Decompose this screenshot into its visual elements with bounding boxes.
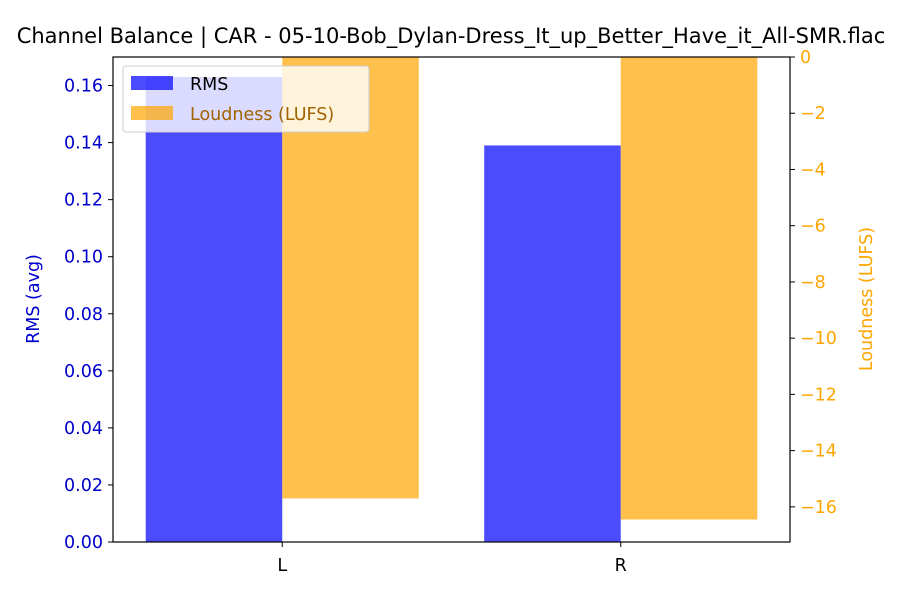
x-tick-label-L: L — [277, 556, 287, 576]
right-tick-label: −16 — [800, 498, 837, 518]
right-tick-label: 0 — [800, 48, 811, 68]
y-axis-label-right: Loudness (LUFS) — [857, 227, 877, 371]
y-axis-label-left: RMS (avg) — [24, 254, 44, 344]
left-tick-label: 0.16 — [64, 77, 103, 97]
left-tick-label: 0.10 — [64, 248, 103, 268]
left-axis-ticks: 0.00 0.02 0.04 0.06 0.08 0.10 0.12 0.14 0.16 — [64, 77, 113, 553]
left-tick-label: 0.08 — [64, 305, 103, 325]
left-tick-label: 0.06 — [64, 362, 103, 382]
right-tick-label: −2 — [800, 104, 826, 124]
left-tick-label: 0.02 — [64, 476, 103, 496]
right-tick-label: −12 — [800, 385, 837, 405]
right-tick-label: −14 — [800, 442, 837, 462]
right-axis-ticks: 0 −2 −4 −6 −8 −10 −12 −14 −16 — [790, 48, 837, 518]
legend-label-rms: RMS — [190, 75, 228, 95]
right-tick-label: −10 — [800, 329, 837, 349]
right-tick-label: −6 — [800, 217, 826, 237]
legend-swatch-loudness — [131, 106, 173, 120]
legend-label-loudness: Loudness (LUFS) — [190, 105, 334, 125]
legend-swatch-rms — [131, 76, 173, 90]
legend: RMS Loudness (LUFS) — [122, 65, 370, 133]
left-tick-label: 0.12 — [64, 191, 103, 211]
left-tick-label: 0.00 — [64, 533, 103, 553]
bar-loudness-R — [620, 57, 758, 520]
legend-box — [122, 65, 370, 133]
bar-rms-R — [484, 145, 621, 543]
bar-rms-L — [145, 76, 283, 543]
bars-layer — [145, 57, 758, 543]
left-tick-label: 0.04 — [64, 419, 103, 439]
plot-frame — [112, 56, 791, 543]
right-tick-label: −4 — [800, 160, 826, 180]
right-tick-label: −8 — [800, 273, 826, 293]
left-tick-label: 0.14 — [64, 134, 103, 154]
chart-title: Channel Balance | CAR - 05-10-Bob_Dylan-… — [17, 24, 886, 49]
x-tick-label-R: R — [615, 556, 627, 576]
